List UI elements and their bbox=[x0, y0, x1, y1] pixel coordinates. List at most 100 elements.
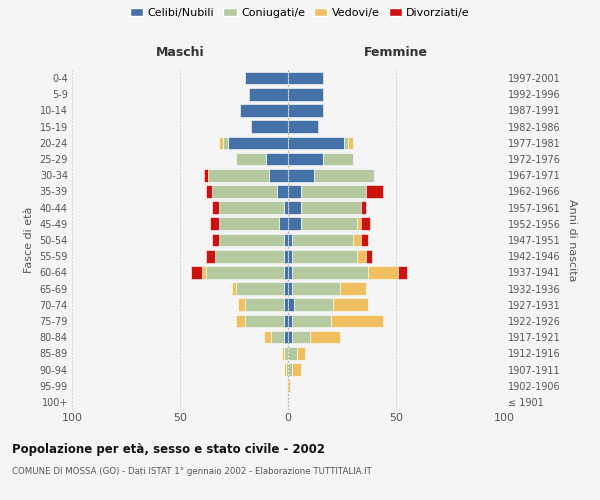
Bar bbox=[212, 185, 277, 198]
Bar bbox=[212, 234, 219, 246]
Text: Maschi: Maschi bbox=[155, 46, 205, 59]
Bar bbox=[245, 314, 284, 328]
Bar bbox=[301, 202, 361, 214]
Bar bbox=[280, 218, 288, 230]
Text: COMUNE DI MOSSA (GO) - Dati ISTAT 1° gennaio 2002 - Elaborazione TUTTITALIA.IT: COMUNE DI MOSSA (GO) - Dati ISTAT 1° gen… bbox=[12, 468, 372, 476]
Bar bbox=[288, 363, 292, 376]
Bar bbox=[208, 169, 269, 181]
Bar bbox=[245, 72, 288, 85]
Bar bbox=[206, 266, 284, 278]
Bar bbox=[314, 169, 374, 181]
Bar bbox=[284, 314, 288, 328]
Bar bbox=[366, 250, 372, 262]
Bar bbox=[286, 363, 288, 376]
Bar bbox=[288, 185, 301, 198]
Bar bbox=[340, 282, 366, 295]
Bar bbox=[288, 266, 292, 278]
Bar bbox=[292, 363, 301, 376]
Bar bbox=[323, 152, 353, 166]
Bar bbox=[288, 218, 301, 230]
Bar bbox=[210, 218, 219, 230]
Bar bbox=[349, 136, 353, 149]
Bar bbox=[269, 169, 288, 181]
Bar bbox=[202, 266, 206, 278]
Bar bbox=[288, 314, 292, 328]
Y-axis label: Fasce di età: Fasce di età bbox=[24, 207, 34, 273]
Bar bbox=[288, 169, 314, 181]
Bar bbox=[284, 250, 288, 262]
Bar bbox=[236, 314, 245, 328]
Bar bbox=[271, 331, 284, 344]
Bar bbox=[284, 363, 286, 376]
Text: Femmine: Femmine bbox=[364, 46, 428, 59]
Bar bbox=[206, 250, 215, 262]
Bar bbox=[236, 152, 266, 166]
Bar bbox=[368, 266, 398, 278]
Bar bbox=[284, 266, 288, 278]
Bar bbox=[331, 314, 383, 328]
Bar bbox=[288, 120, 318, 133]
Bar bbox=[206, 185, 212, 198]
Bar bbox=[361, 218, 370, 230]
Bar bbox=[284, 298, 288, 311]
Bar bbox=[296, 347, 305, 360]
Bar bbox=[288, 202, 301, 214]
Bar bbox=[288, 88, 323, 101]
Bar bbox=[288, 380, 290, 392]
Bar bbox=[361, 234, 368, 246]
Bar bbox=[357, 250, 366, 262]
Bar bbox=[238, 298, 245, 311]
Bar bbox=[292, 234, 353, 246]
Bar bbox=[288, 136, 344, 149]
Bar bbox=[357, 218, 361, 230]
Bar bbox=[249, 88, 288, 101]
Bar bbox=[334, 298, 368, 311]
Bar bbox=[288, 152, 323, 166]
Bar bbox=[245, 298, 284, 311]
Bar bbox=[288, 250, 292, 262]
Bar bbox=[292, 331, 310, 344]
Bar bbox=[264, 331, 271, 344]
Bar bbox=[219, 234, 284, 246]
Bar bbox=[292, 282, 340, 295]
Bar bbox=[361, 202, 366, 214]
Bar bbox=[344, 136, 349, 149]
Bar bbox=[219, 218, 280, 230]
Bar bbox=[284, 202, 288, 214]
Bar bbox=[292, 266, 368, 278]
Bar bbox=[288, 347, 296, 360]
Bar bbox=[288, 298, 295, 311]
Bar bbox=[227, 136, 288, 149]
Bar bbox=[398, 266, 407, 278]
Bar bbox=[284, 331, 288, 344]
Bar bbox=[236, 282, 284, 295]
Bar bbox=[288, 72, 323, 85]
Bar bbox=[232, 282, 236, 295]
Bar bbox=[277, 185, 288, 198]
Bar bbox=[288, 282, 292, 295]
Bar bbox=[191, 266, 202, 278]
Bar bbox=[295, 298, 334, 311]
Bar bbox=[284, 282, 288, 295]
Bar bbox=[288, 234, 292, 246]
Bar bbox=[366, 185, 383, 198]
Y-axis label: Anni di nascita: Anni di nascita bbox=[566, 198, 577, 281]
Bar bbox=[241, 104, 288, 117]
Bar bbox=[251, 120, 288, 133]
Bar bbox=[292, 250, 357, 262]
Bar bbox=[215, 250, 284, 262]
Bar bbox=[288, 104, 323, 117]
Bar bbox=[281, 347, 284, 360]
Legend: Celibi/Nubili, Coniugati/e, Vedovi/e, Divorziati/e: Celibi/Nubili, Coniugati/e, Vedovi/e, Di… bbox=[130, 8, 470, 18]
Bar bbox=[284, 234, 288, 246]
Bar bbox=[353, 234, 361, 246]
Bar bbox=[310, 331, 340, 344]
Bar bbox=[266, 152, 288, 166]
Bar bbox=[212, 202, 219, 214]
Bar bbox=[204, 169, 208, 181]
Bar bbox=[292, 314, 331, 328]
Bar bbox=[284, 347, 288, 360]
Bar bbox=[301, 185, 366, 198]
Bar bbox=[288, 331, 292, 344]
Bar bbox=[219, 136, 223, 149]
